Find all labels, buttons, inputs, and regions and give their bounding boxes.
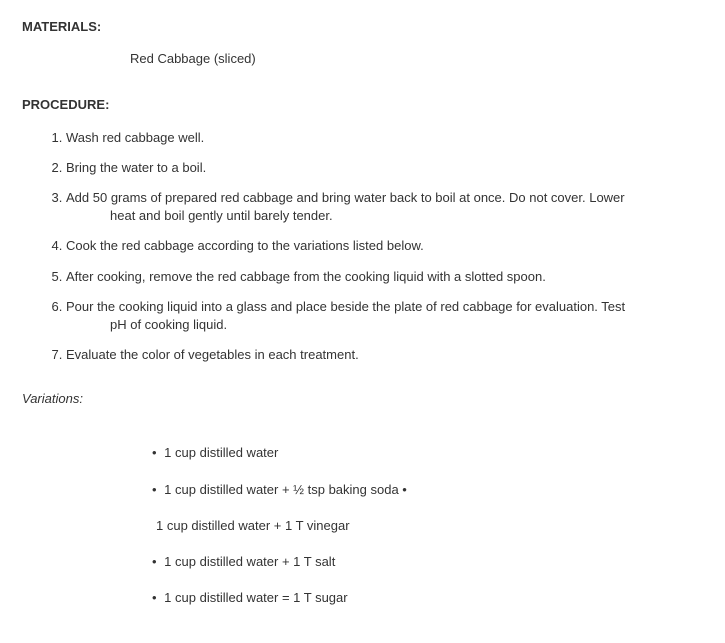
variations-list: • 1 cup distilled water • 1 cup distille…: [152, 444, 703, 607]
procedure-step: Add 50 grams of prepared red cabbage and…: [66, 189, 703, 225]
bullet-icon: •: [152, 482, 160, 497]
step-continuation: pH of cooking liquid.: [110, 316, 683, 334]
procedure-step: Cook the red cabbage according to the va…: [66, 237, 703, 255]
bullet-icon: •: [152, 445, 160, 460]
procedure-step: Evaluate the color of vegetables in each…: [66, 346, 703, 364]
variation-item: • 1 cup distilled water + 1 T salt: [152, 553, 703, 571]
step-text: Evaluate the color of vegetables in each…: [66, 347, 359, 362]
variation-text: 1 cup distilled water: [164, 445, 278, 460]
materials-item: Red Cabbage (sliced): [130, 50, 703, 68]
step-text: Add 50 grams of prepared red cabbage and…: [66, 190, 625, 205]
variations-heading: Variations:: [22, 390, 703, 408]
bullet-icon: •: [152, 590, 160, 605]
step-text: Pour the cooking liquid into a glass and…: [66, 299, 625, 314]
materials-heading: MATERIALS:: [22, 18, 703, 36]
procedure-step: After cooking, remove the red cabbage fr…: [66, 268, 703, 286]
variation-text: 1 cup distilled water = 1 T sugar: [164, 590, 347, 605]
variation-item: • 1 cup distilled water = 1 T sugar: [152, 589, 703, 607]
step-text: Wash red cabbage well.: [66, 130, 204, 145]
variation-suffix: •: [399, 482, 407, 497]
step-text: Bring the water to a boil.: [66, 160, 206, 175]
variation-text: 1 cup distilled water + ½ tsp baking sod…: [164, 482, 399, 497]
procedure-heading: PROCEDURE:: [22, 96, 703, 114]
procedure-step: Pour the cooking liquid into a glass and…: [66, 298, 703, 334]
bullet-icon: •: [152, 554, 160, 569]
variation-text: 1 cup distilled water + 1 T vinegar: [156, 518, 350, 533]
procedure-step: Bring the water to a boil.: [66, 159, 703, 177]
variation-item: • 1 cup distilled water: [152, 444, 703, 462]
variation-text: 1 cup distilled water + 1 T salt: [164, 554, 335, 569]
step-continuation: heat and boil gently until barely tender…: [110, 207, 683, 225]
variation-item: 1 cup distilled water + 1 T vinegar: [152, 517, 703, 535]
variation-item: • 1 cup distilled water + ½ tsp baking s…: [152, 481, 703, 499]
procedure-list: Wash red cabbage well. Bring the water t…: [22, 129, 703, 365]
step-text: After cooking, remove the red cabbage fr…: [66, 269, 546, 284]
step-text: Cook the red cabbage according to the va…: [66, 238, 424, 253]
procedure-step: Wash red cabbage well.: [66, 129, 703, 147]
